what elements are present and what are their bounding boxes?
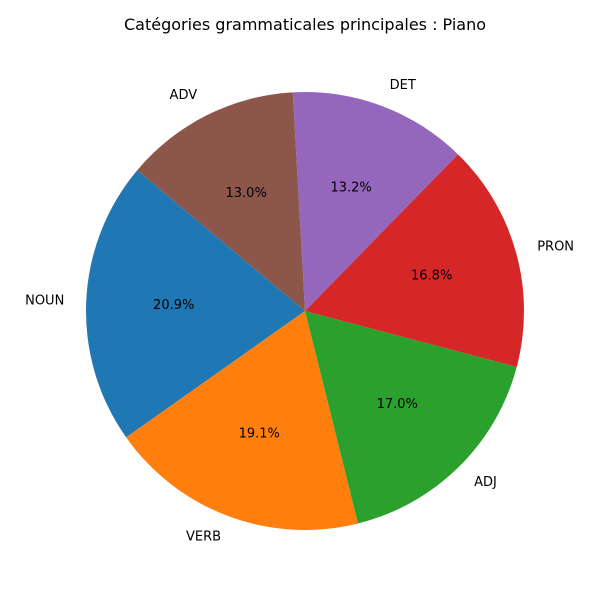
pie-slice-adj bbox=[305, 311, 517, 524]
slice-label-pron: PRON bbox=[537, 239, 574, 254]
slice-label-noun: NOUN bbox=[25, 293, 64, 308]
pie-slice-noun bbox=[86, 170, 305, 438]
pie-labels: NOUN 20.9% VERB 19.1% ADJ 17.0% PRON 16.8% DET 13… bbox=[25, 78, 574, 544]
slice-label-verb: VERB bbox=[186, 529, 221, 544]
slice-percent-noun: 20.9% bbox=[153, 298, 194, 313]
chart-title: Catégories grammaticales principales : P… bbox=[124, 15, 486, 34]
slice-percent-adj: 17.0% bbox=[377, 397, 418, 412]
slice-percent-verb: 19.1% bbox=[239, 427, 280, 442]
pie-slice-pron bbox=[305, 154, 524, 367]
slice-label-adv: ADV bbox=[170, 88, 198, 103]
slice-label-det: DET bbox=[390, 78, 416, 93]
pie-slice-adv bbox=[137, 92, 305, 311]
slice-percent-adv: 13.0% bbox=[226, 186, 267, 201]
slice-percent-pron: 16.8% bbox=[411, 269, 452, 284]
pie-slice-verb bbox=[126, 311, 358, 530]
pie-slices bbox=[86, 92, 524, 530]
slice-percent-det: 13.2% bbox=[330, 180, 371, 195]
slice-label-adj: ADJ bbox=[474, 475, 497, 490]
pie-slice-det bbox=[292, 92, 459, 311]
